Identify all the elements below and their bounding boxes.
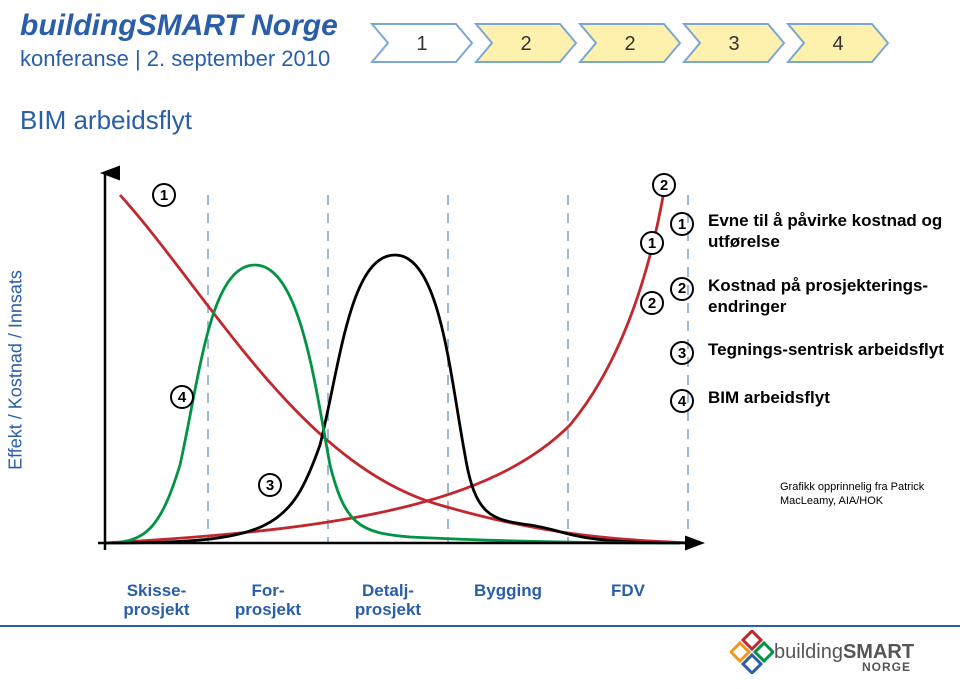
legend-text: BIM arbeidsflyt [708, 387, 830, 408]
legend-item: 4 BIM arbeidsflyt [670, 387, 950, 413]
legend-item: 1 Evne til å påvirke kostnad og utførelse [670, 210, 950, 253]
legend-text: Tegnings-sentrisk arbeidsflyt [708, 339, 944, 360]
chevron-label: 2 [520, 33, 531, 55]
chart-legend: 1 Evne til å påvirke kostnad og utførelse… [670, 210, 950, 435]
curve-kostnad [105, 185, 665, 543]
logo-knot-segment [743, 631, 761, 649]
logo-knot-segment [755, 643, 773, 661]
logo-knot-icon [730, 630, 774, 674]
chevron-label: 3 [728, 33, 739, 55]
curve-marker-1: 1 [152, 183, 176, 207]
legend-number: 4 [670, 389, 694, 413]
legend-number: 2 [670, 277, 694, 301]
curve-marker-3: 3 [258, 473, 282, 497]
page-subtitle: konferanse | 2. september 2010 [20, 46, 338, 72]
curve-marker-4: 4 [170, 385, 194, 409]
page-title: buildingSMART Norge [20, 10, 338, 42]
legend-number: 3 [670, 341, 694, 365]
legend-item: 2 Kostnad på prosjekterings-endringer [670, 275, 950, 318]
logo-subtext: NORGE [862, 660, 911, 674]
onchart-marker-1: 1 [640, 231, 664, 255]
x-axis-labels: Skisse- prosjektFor- prosjektDetalj- pro… [105, 582, 688, 619]
chevron-label: 2 [624, 33, 635, 55]
chevron-label: 4 [832, 33, 843, 55]
onchart-marker-2: 2 [640, 291, 664, 315]
chevron-label: 1 [416, 33, 427, 55]
footer-divider [0, 625, 960, 627]
macleamy-chart [60, 165, 710, 575]
legend-number: 1 [670, 212, 694, 236]
step-chevrons: 1 2 2 3 4 [370, 22, 930, 72]
x-category: FDV [568, 582, 688, 619]
x-category: Bygging [448, 582, 568, 619]
legend-item: 3 Tegnings-sentrisk arbeidsflyt [670, 339, 950, 365]
curve-evne [120, 195, 688, 543]
header-block: buildingSMART Norge konferanse | 2. sept… [20, 10, 338, 72]
x-category: Detalj- prosjekt [328, 582, 448, 619]
section-title: BIM arbeidsflyt [20, 105, 192, 136]
x-category: Skisse- prosjekt [105, 582, 208, 619]
legend-text: Kostnad på prosjekterings-endringer [708, 275, 950, 318]
logo-knot-segment [731, 643, 749, 661]
credit-text: Grafikk opprinnelig fra Patrick MacLeamy… [780, 480, 940, 509]
x-category: For- prosjekt [208, 582, 328, 619]
logo-knot-segment [743, 655, 761, 673]
y-axis-label: Effekt / Kostnad / Innsats [6, 270, 27, 470]
curve-marker-2: 2 [652, 173, 676, 197]
legend-text: Evne til å påvirke kostnad og utførelse [708, 210, 950, 253]
